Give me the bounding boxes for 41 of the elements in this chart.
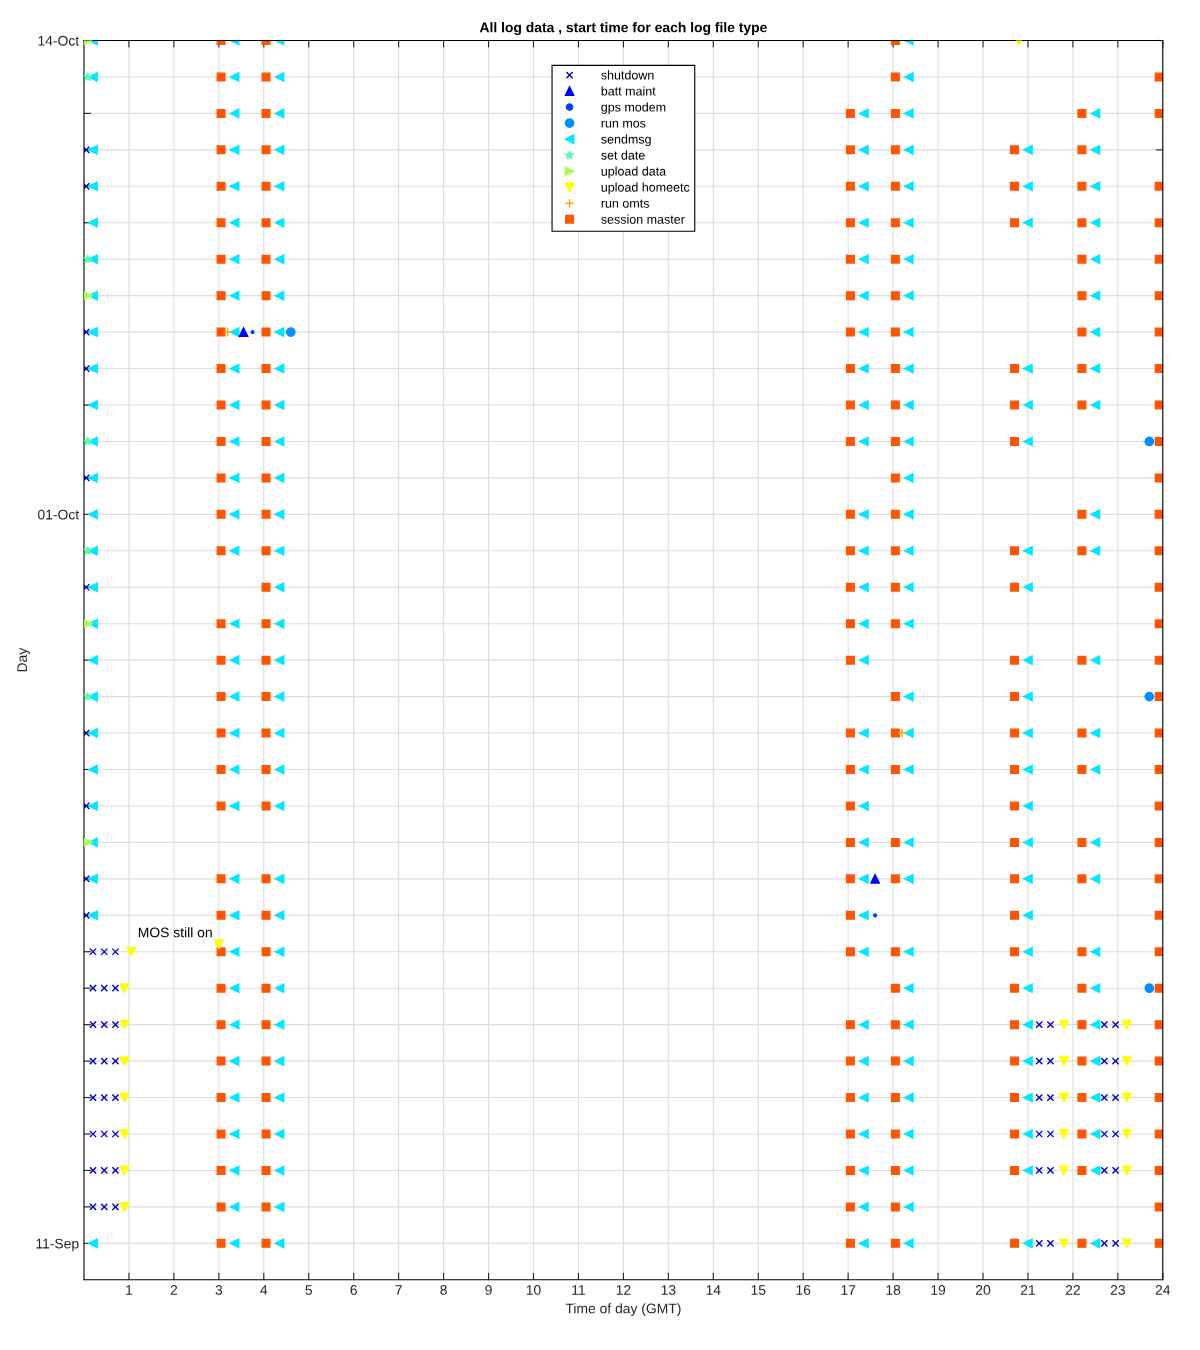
x-tick-label: 6 [350,1285,357,1295]
x-tick-label: 10 [526,1285,541,1295]
legend-label: session master [601,214,685,224]
x-tick-label: 11 [572,1285,585,1295]
y-tick-label: 14-Oct [38,35,80,46]
legend-label: shutdown [601,70,654,80]
x-tick-label: 8 [440,1285,447,1295]
x-tick-label: 3 [215,1285,223,1295]
x-tick-label: 1 [126,1285,133,1295]
x-tick-label: 17 [841,1285,856,1295]
legend-label: batt maint [601,86,656,96]
x-tick-label: 22 [1065,1285,1080,1295]
x-tick-label: 7 [395,1285,402,1295]
x-tick-label: 13 [661,1285,676,1295]
y-tick-label: 11-Sep [36,1238,79,1252]
x-tick-label: 12 [616,1285,631,1295]
x-tick-label: 24 [1155,1285,1171,1295]
y-tick-label: 01-Oct [38,509,80,520]
x-axis-title: Time of day (GMT) [565,1303,681,1317]
x-tick-label: 23 [1110,1285,1125,1295]
x-tick-label: 14 [706,1285,721,1295]
x-tick-label: 9 [485,1285,492,1295]
x-tick-label: 21 [1020,1285,1035,1295]
legend-label: set date [601,150,645,160]
y-axis-title: Day [17,647,30,672]
x-tick-label: 5 [305,1285,313,1295]
legend-label: run omts [601,199,649,208]
legend-label: run mos [601,120,646,128]
x-tick-label: 19 [931,1285,946,1295]
x-tick-label: 20 [975,1285,991,1295]
x-tick-label: 2 [170,1285,178,1295]
legend-label: upload homeetc [601,182,690,195]
annotation: MOS still on [138,927,212,938]
legend-label: gps modem [601,102,666,115]
legend-label: upload data [601,166,667,179]
x-tick-label: 18 [886,1285,901,1295]
chart-title: All log data , start time for each log file type [479,22,767,36]
x-tick-label: 16 [796,1285,811,1295]
x-tick-label: 4 [260,1285,268,1295]
x-tick-label: 15 [751,1285,766,1295]
legend-label: sendmsg [601,134,651,147]
